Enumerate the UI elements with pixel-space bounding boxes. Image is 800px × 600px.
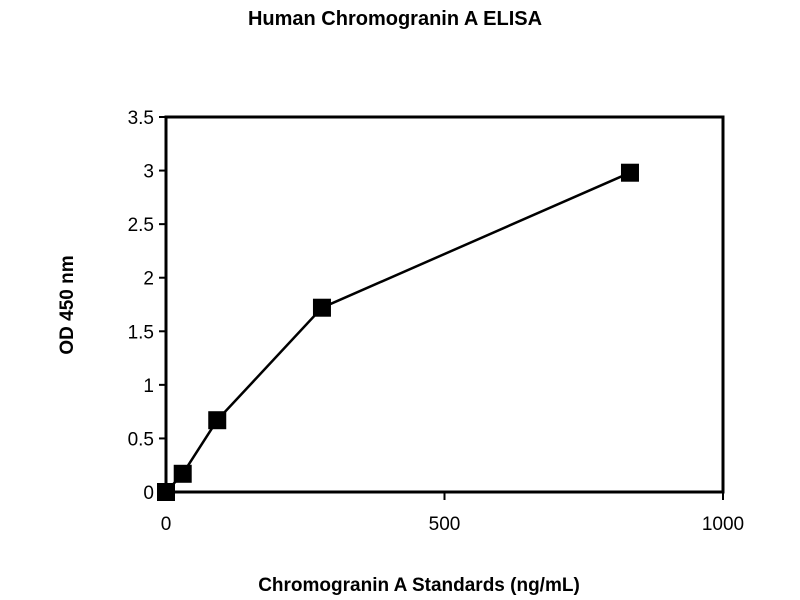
- y-tick-label: 3.5: [128, 108, 154, 129]
- x-tick-label: 500: [429, 514, 461, 535]
- y-tick-label: 2.5: [128, 215, 154, 236]
- series-line: [165, 171, 631, 493]
- data-point: [208, 411, 227, 430]
- plot-area: 0 0.5 1 1.5 2 2.5 3 3.5 0 500 1000: [128, 108, 745, 535]
- data-point: [312, 298, 331, 317]
- x-tick-label: 1000: [702, 514, 744, 535]
- x-axis-label: Chromogranin A Standards (ng/mL): [258, 575, 580, 596]
- y-tick-label: 1.5: [128, 322, 154, 343]
- y-tick-label: 0.5: [128, 429, 154, 450]
- y-tick-label: 3: [143, 162, 154, 183]
- data-point: [620, 163, 639, 182]
- y-tick-label: 2: [143, 269, 154, 290]
- chart-title: Human Chromogranin A ELISA: [248, 8, 542, 30]
- data-point: [157, 483, 175, 501]
- y-tick-label: 0: [143, 483, 154, 504]
- data-point: [173, 464, 192, 483]
- y-axis-label: OD 450 nm: [57, 255, 78, 354]
- y-tick-label: 1: [143, 376, 154, 397]
- x-tick-label: 0: [161, 514, 172, 535]
- plot-frame: [164, 115, 725, 494]
